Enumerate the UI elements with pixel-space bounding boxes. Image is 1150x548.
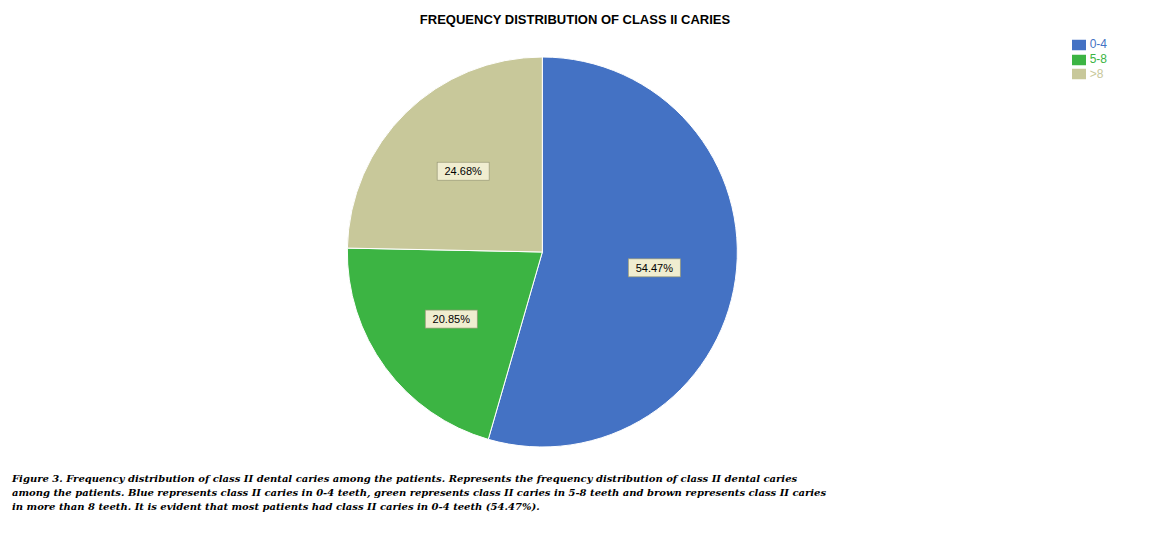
html-text:5-8: 5-8: [1089, 51, 1107, 66]
html-text:>8: >8: [1089, 66, 1104, 81]
svg-text:24.68%: 24.68%: [445, 165, 483, 177]
html-text:Figure 3. Frequency distributi: Figure 3. Frequency distribution of clas…: [12, 473, 827, 512]
html-text:FREQUENCY DISTRIBUTION OF CLAS: FREQUENCY DISTRIBUTION OF CLASS II CARIE…: [419, 12, 731, 27]
html-text:0-4: 0-4: [1089, 37, 1107, 51]
svg-text:54.47%: 54.47%: [636, 262, 674, 274]
svg-text:20.85%: 20.85%: [433, 313, 471, 325]
